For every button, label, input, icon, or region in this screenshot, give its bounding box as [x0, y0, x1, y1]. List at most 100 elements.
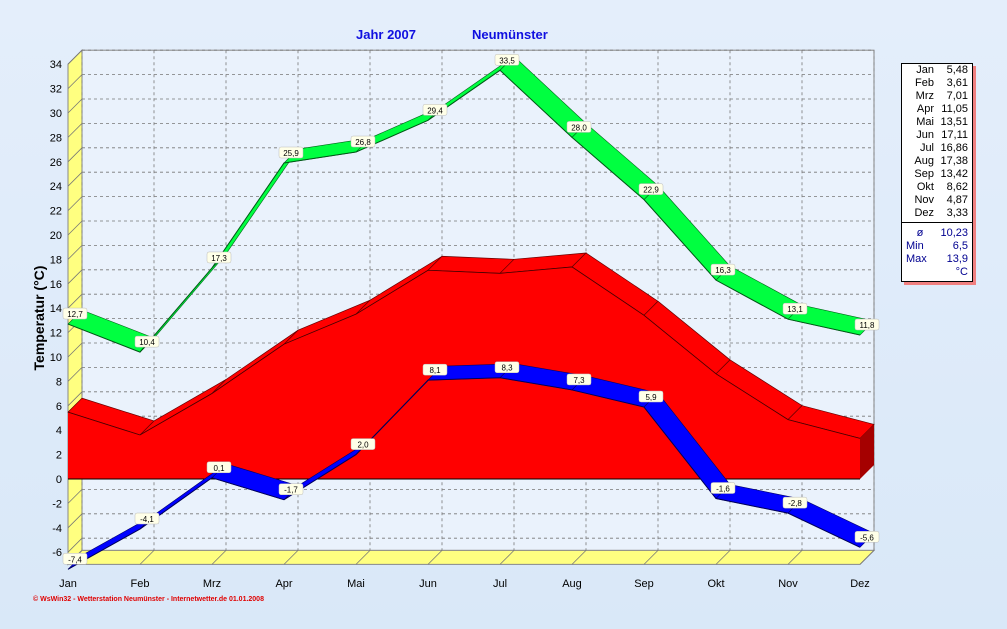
- legend-divider: [902, 222, 972, 223]
- grid-line-wall: [67, 391, 83, 407]
- x-tick-label: Aug: [562, 578, 582, 590]
- data-label-text: -2,8: [788, 499, 802, 508]
- grid-line-wall: [67, 74, 83, 89]
- legend-value: 3,33: [946, 207, 968, 219]
- grid-line-wall: [67, 489, 83, 504]
- legend-row: Jul 16,86: [902, 142, 972, 155]
- chart-subtitle: Neumünster: [472, 27, 548, 42]
- legend-value: 8,62: [946, 181, 968, 193]
- x-tick-label: Jun: [419, 578, 437, 590]
- grid-line-floor: [571, 550, 587, 565]
- data-label: 28,0: [566, 121, 592, 133]
- data-label: 8,3: [494, 361, 520, 373]
- grid-line-floor: [355, 550, 371, 565]
- data-label-text: 5,9: [645, 393, 657, 402]
- x-tick-label: Mai: [347, 578, 365, 590]
- data-label-box: [494, 361, 520, 373]
- data-label: 16,3: [710, 263, 736, 276]
- data-label-text: 33,5: [499, 56, 515, 65]
- data-label: 0,1: [206, 461, 232, 474]
- x-tick-label: Feb: [131, 578, 150, 590]
- grid-line-wall: [67, 49, 83, 65]
- legend-month: Feb: [915, 77, 934, 89]
- data-label-box: [206, 251, 232, 264]
- data-label-box: [710, 482, 736, 494]
- data-label-text: 10,4: [139, 338, 155, 347]
- legend-row: Sep 13,42: [902, 168, 972, 181]
- legend-row: Jun 17,11: [902, 129, 972, 142]
- y-tick-label: 6: [56, 401, 62, 413]
- data-label-text: 16,3: [715, 266, 731, 275]
- legend-row: Dez 3,33: [902, 207, 972, 220]
- mean-area-side-face: [860, 424, 874, 479]
- grid-line-wall: [67, 98, 83, 114]
- legend-value: 17,11: [941, 129, 968, 141]
- legend-avg-label: ø: [916, 227, 924, 239]
- x-tick-label: Okt: [707, 578, 724, 590]
- data-label-text: -4,1: [140, 515, 154, 524]
- data-label-text: 12,7: [67, 310, 83, 319]
- data-label-box: [134, 335, 160, 348]
- data-label-text: 29,4: [427, 106, 443, 115]
- data-label: -5,6: [854, 531, 880, 543]
- grid-line-floor: [859, 550, 875, 565]
- x-tick-label: Dez: [850, 578, 870, 590]
- grid-line-wall: [67, 123, 83, 138]
- data-label: 2,0: [350, 438, 376, 450]
- grid-line-wall: [67, 342, 83, 358]
- data-label-box: [62, 307, 88, 320]
- data-label-box: [782, 302, 808, 315]
- series-max-ribbon: 12,7 10,4 17,3 25,9 26,8 29,4 33,5 28,0 22,9 16,3…: [62, 54, 880, 353]
- legend-box: Jan 5,48 Feb 3,61 Mrz 7,01 Apr 11,05 Mai 13,51 Jun…: [901, 63, 973, 282]
- legend-value: 11,05: [941, 103, 968, 115]
- legend-min-label: Min: [906, 240, 924, 252]
- data-label: -7,4: [62, 553, 88, 565]
- data-label: 29,4: [422, 104, 448, 116]
- data-label: 8,1: [422, 363, 448, 376]
- grid-line-wall: [67, 147, 83, 163]
- data-label-text: 0,1: [213, 464, 225, 473]
- y-tick-label: -2: [52, 498, 62, 510]
- data-label-box: [782, 496, 808, 509]
- grid-line-floor: [499, 550, 515, 565]
- data-label-text: 17,3: [211, 254, 227, 263]
- y-tick-label: 24: [50, 181, 62, 193]
- data-label-box: [638, 390, 664, 403]
- data-label-box: [566, 121, 592, 133]
- data-label-box: [566, 373, 592, 386]
- y-tick-label: 0: [56, 474, 62, 486]
- data-label: 7,3: [566, 373, 592, 386]
- data-label-box: [710, 263, 736, 276]
- data-label-text: 13,1: [787, 305, 803, 314]
- legend-row: Nov 4,87: [902, 194, 972, 207]
- data-label: 13,1: [782, 302, 808, 315]
- legend-row: Mrz 7,01: [902, 90, 972, 103]
- y-tick-label: 14: [50, 303, 62, 315]
- grid-line-wall: [67, 293, 83, 309]
- legend-value: 5,48: [946, 64, 968, 76]
- legend-max-value: 13,9: [946, 253, 968, 265]
- legend-row: Aug 17,38: [902, 155, 972, 168]
- data-label-box: [278, 483, 304, 495]
- data-label-text: 25,9: [283, 149, 299, 158]
- grid-line-wall: [67, 171, 83, 187]
- grid-line-floor: [283, 550, 299, 565]
- data-label: -4,1: [134, 512, 160, 525]
- data-label-box: [854, 318, 880, 331]
- mean-line: [67, 266, 861, 439]
- data-label-box: [422, 104, 448, 116]
- grid-line-wall: [67, 269, 83, 285]
- y-tick-label: 20: [50, 230, 62, 242]
- grid-line-wall: [67, 537, 83, 553]
- legend-month: Jan: [916, 64, 934, 76]
- y-axis-label: Temperatur (°C): [31, 266, 47, 371]
- data-label: 26,8: [350, 135, 376, 148]
- left-wall: [67, 48, 83, 566]
- x-tick-label: Mrz: [203, 578, 221, 590]
- data-label: 11,8: [854, 318, 880, 331]
- y-tick-label: 30: [50, 108, 62, 120]
- legend-month: Dez: [914, 207, 934, 219]
- y-tick-label: 16: [50, 279, 62, 291]
- legend-min-value: 6,5: [952, 240, 968, 252]
- legend-row: Okt 8,62: [902, 181, 972, 194]
